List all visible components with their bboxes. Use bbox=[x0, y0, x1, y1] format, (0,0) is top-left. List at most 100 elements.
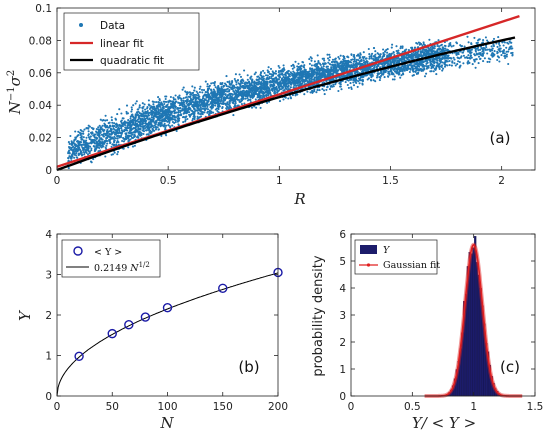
data-point bbox=[329, 63, 332, 66]
data-point bbox=[104, 119, 107, 122]
data-point bbox=[143, 115, 146, 118]
data-point bbox=[103, 122, 106, 125]
data-point bbox=[208, 112, 211, 116]
data-point bbox=[83, 151, 86, 154]
data-point bbox=[297, 66, 300, 69]
data-point bbox=[144, 126, 147, 130]
data-point bbox=[228, 80, 231, 83]
data-point bbox=[358, 62, 361, 65]
data-point bbox=[120, 132, 123, 135]
data-point bbox=[490, 45, 493, 48]
data-point bbox=[118, 123, 121, 126]
data-point bbox=[383, 76, 386, 79]
data-point bbox=[206, 105, 209, 108]
data-point bbox=[316, 73, 319, 76]
data-point bbox=[168, 110, 171, 113]
data-point bbox=[391, 71, 394, 74]
data-point bbox=[287, 81, 290, 84]
data-point bbox=[304, 72, 307, 75]
data-point bbox=[267, 94, 270, 97]
data-point bbox=[294, 82, 297, 86]
data-point bbox=[123, 121, 126, 124]
data-point bbox=[146, 107, 149, 110]
data-point bbox=[290, 72, 293, 75]
data-point bbox=[503, 55, 506, 58]
data-point bbox=[378, 79, 381, 82]
data-point bbox=[401, 46, 404, 49]
data-point bbox=[104, 114, 107, 117]
data-point bbox=[185, 93, 188, 96]
data-point bbox=[326, 70, 329, 73]
data-point bbox=[332, 69, 335, 72]
data-point bbox=[486, 60, 489, 63]
data-point bbox=[377, 63, 380, 66]
data-point bbox=[324, 68, 327, 71]
data-point bbox=[223, 99, 226, 102]
data-point bbox=[226, 94, 229, 97]
data-point bbox=[191, 85, 194, 88]
data-point bbox=[86, 153, 90, 156]
data-point bbox=[294, 74, 297, 77]
data-point bbox=[164, 97, 167, 101]
data-point bbox=[281, 86, 285, 89]
data-point bbox=[438, 47, 441, 50]
data-point bbox=[369, 78, 372, 81]
data-point bbox=[431, 60, 434, 63]
data-point bbox=[399, 47, 402, 50]
data-point bbox=[216, 109, 219, 113]
data-point bbox=[352, 84, 356, 87]
data-point bbox=[116, 150, 120, 153]
data-point bbox=[463, 45, 466, 48]
data-point bbox=[327, 61, 330, 64]
data-point bbox=[74, 154, 78, 157]
data-point bbox=[233, 77, 236, 81]
data-point bbox=[98, 146, 101, 150]
data-point bbox=[357, 59, 360, 62]
data-point bbox=[148, 117, 151, 120]
data-point bbox=[330, 61, 333, 64]
data-point bbox=[355, 60, 358, 63]
data-point bbox=[185, 115, 188, 118]
data-point bbox=[409, 54, 412, 57]
data-point bbox=[85, 145, 88, 148]
data-point bbox=[325, 71, 328, 74]
data-point bbox=[296, 69, 299, 72]
data-point bbox=[361, 80, 364, 83]
data-point bbox=[210, 89, 213, 92]
data-point bbox=[177, 109, 180, 112]
data-point bbox=[413, 46, 417, 49]
data-point bbox=[157, 124, 160, 127]
data-point bbox=[352, 81, 355, 84]
data-point bbox=[268, 75, 271, 79]
data-point bbox=[276, 79, 279, 83]
data-point bbox=[233, 91, 236, 94]
data-point bbox=[163, 124, 166, 127]
data-point bbox=[190, 109, 193, 112]
data-point bbox=[412, 69, 415, 73]
data-point bbox=[425, 62, 428, 65]
data-point bbox=[302, 75, 305, 78]
data-point bbox=[99, 137, 102, 140]
data-point bbox=[134, 117, 137, 121]
data-point bbox=[246, 74, 249, 77]
data-point bbox=[130, 131, 133, 134]
data-point bbox=[144, 122, 147, 125]
data-point bbox=[185, 96, 188, 99]
data-point bbox=[377, 56, 380, 59]
data-point bbox=[104, 155, 107, 158]
data-point bbox=[313, 70, 316, 73]
data-point bbox=[132, 127, 135, 130]
data-point bbox=[188, 113, 191, 116]
data-point bbox=[297, 62, 300, 65]
data-point bbox=[202, 100, 205, 103]
data-point bbox=[277, 64, 280, 68]
data-point bbox=[154, 121, 158, 124]
data-point bbox=[157, 108, 160, 111]
data-point bbox=[244, 97, 247, 100]
data-point bbox=[254, 98, 257, 101]
data-point bbox=[259, 94, 262, 97]
data-point bbox=[111, 121, 114, 124]
data-point bbox=[433, 47, 436, 50]
data-point bbox=[217, 90, 220, 93]
data-point bbox=[93, 135, 96, 138]
